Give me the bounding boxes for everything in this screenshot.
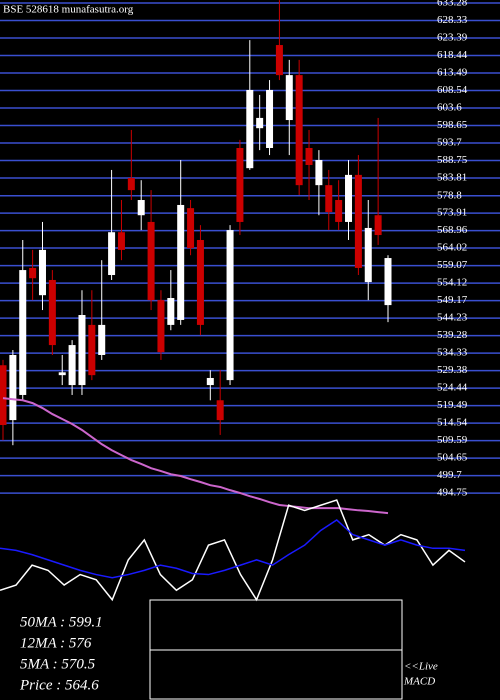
y-tick-label: 633.28 [437, 0, 468, 9]
candle-body [196, 239, 204, 325]
candle-body [19, 270, 27, 395]
y-tick-label: 618.44 [437, 49, 468, 61]
y-tick-label: 549.17 [437, 294, 468, 306]
y-tick-label: 539.28 [437, 329, 468, 341]
y-tick-label: 588.75 [437, 154, 468, 166]
indicator-line [0, 519, 466, 579]
y-tick-label: 494.75 [437, 487, 468, 499]
candle-body [177, 204, 185, 320]
candle-body [108, 232, 116, 276]
y-tick-label: 544.23 [437, 312, 468, 324]
y-tick-label: 509.59 [437, 434, 468, 446]
y-tick-label: 568.96 [437, 224, 468, 236]
y-tick-label: 613.49 [437, 67, 468, 79]
candle-body [335, 200, 343, 222]
info-label: Price : 564.6 [19, 677, 99, 693]
candle-body [315, 160, 323, 186]
candle-body [187, 208, 195, 249]
candle-body [48, 279, 56, 346]
candle-body [38, 249, 46, 296]
y-tick-label: 534.33 [437, 347, 468, 359]
candle-body [58, 372, 66, 376]
y-tick-label: 564.02 [437, 242, 467, 254]
y-tick-label: 499.7 [437, 469, 462, 481]
y-tick-label: 593.7 [437, 137, 462, 149]
candle-body [256, 117, 264, 129]
candle-body [167, 298, 175, 325]
candle-body [206, 377, 214, 386]
y-tick-label: 623.39 [437, 32, 468, 44]
y-tick-label: 524.44 [437, 382, 468, 394]
y-tick-label: 559.07 [437, 259, 468, 271]
y-tick-label: 578.8 [437, 189, 462, 201]
candle-body [354, 174, 362, 268]
y-tick-label: 519.49 [437, 399, 468, 411]
y-tick-label: 514.54 [437, 417, 468, 429]
candle-body [157, 300, 165, 353]
candle-body [147, 221, 155, 301]
candle-body [98, 324, 106, 355]
candle-body [236, 148, 244, 222]
candle-body [345, 174, 353, 222]
candle-body [68, 345, 76, 386]
y-tick-label: 598.65 [437, 119, 468, 131]
y-tick-label: 504.65 [437, 452, 468, 464]
y-tick-label: 608.54 [437, 84, 468, 96]
y-tick-label: 583.81 [437, 172, 467, 184]
candle-body [9, 354, 17, 421]
ma-line [2, 397, 389, 515]
info-label: 5MA : 570.5 [20, 656, 96, 672]
candle-body [266, 89, 274, 149]
info-label: 50MA : 599.1 [20, 614, 103, 630]
y-tick-label: 554.12 [437, 277, 467, 289]
candle-body [226, 230, 234, 381]
candle-body [295, 75, 303, 186]
candle-body [374, 215, 382, 236]
candle-body [325, 185, 333, 213]
candle-body [0, 365, 7, 426]
candle-body [275, 45, 283, 76]
candle-body [78, 315, 86, 386]
candle-body [29, 267, 37, 279]
candle-body [285, 75, 293, 121]
macd-label: MACD [403, 676, 435, 688]
candle-body [246, 89, 254, 169]
y-tick-label: 628.33 [437, 14, 468, 26]
indicator-line [0, 499, 466, 602]
candle-body [216, 400, 224, 421]
candle-body [127, 178, 135, 191]
chart-title: BSE 528618 munafasutra.org [3, 4, 134, 16]
candle-body [117, 232, 125, 250]
y-tick-label: 603.6 [437, 102, 462, 114]
y-tick-label: 529.38 [437, 364, 468, 376]
info-label: 12MA : 576 [20, 635, 92, 651]
candle-body [137, 200, 145, 216]
candle-body [384, 258, 392, 306]
y-tick-label: 573.91 [437, 207, 467, 219]
candle-body [88, 324, 96, 376]
candle-body [305, 148, 313, 165]
macd-label: <<Live [404, 661, 438, 673]
candle-body [364, 227, 372, 283]
